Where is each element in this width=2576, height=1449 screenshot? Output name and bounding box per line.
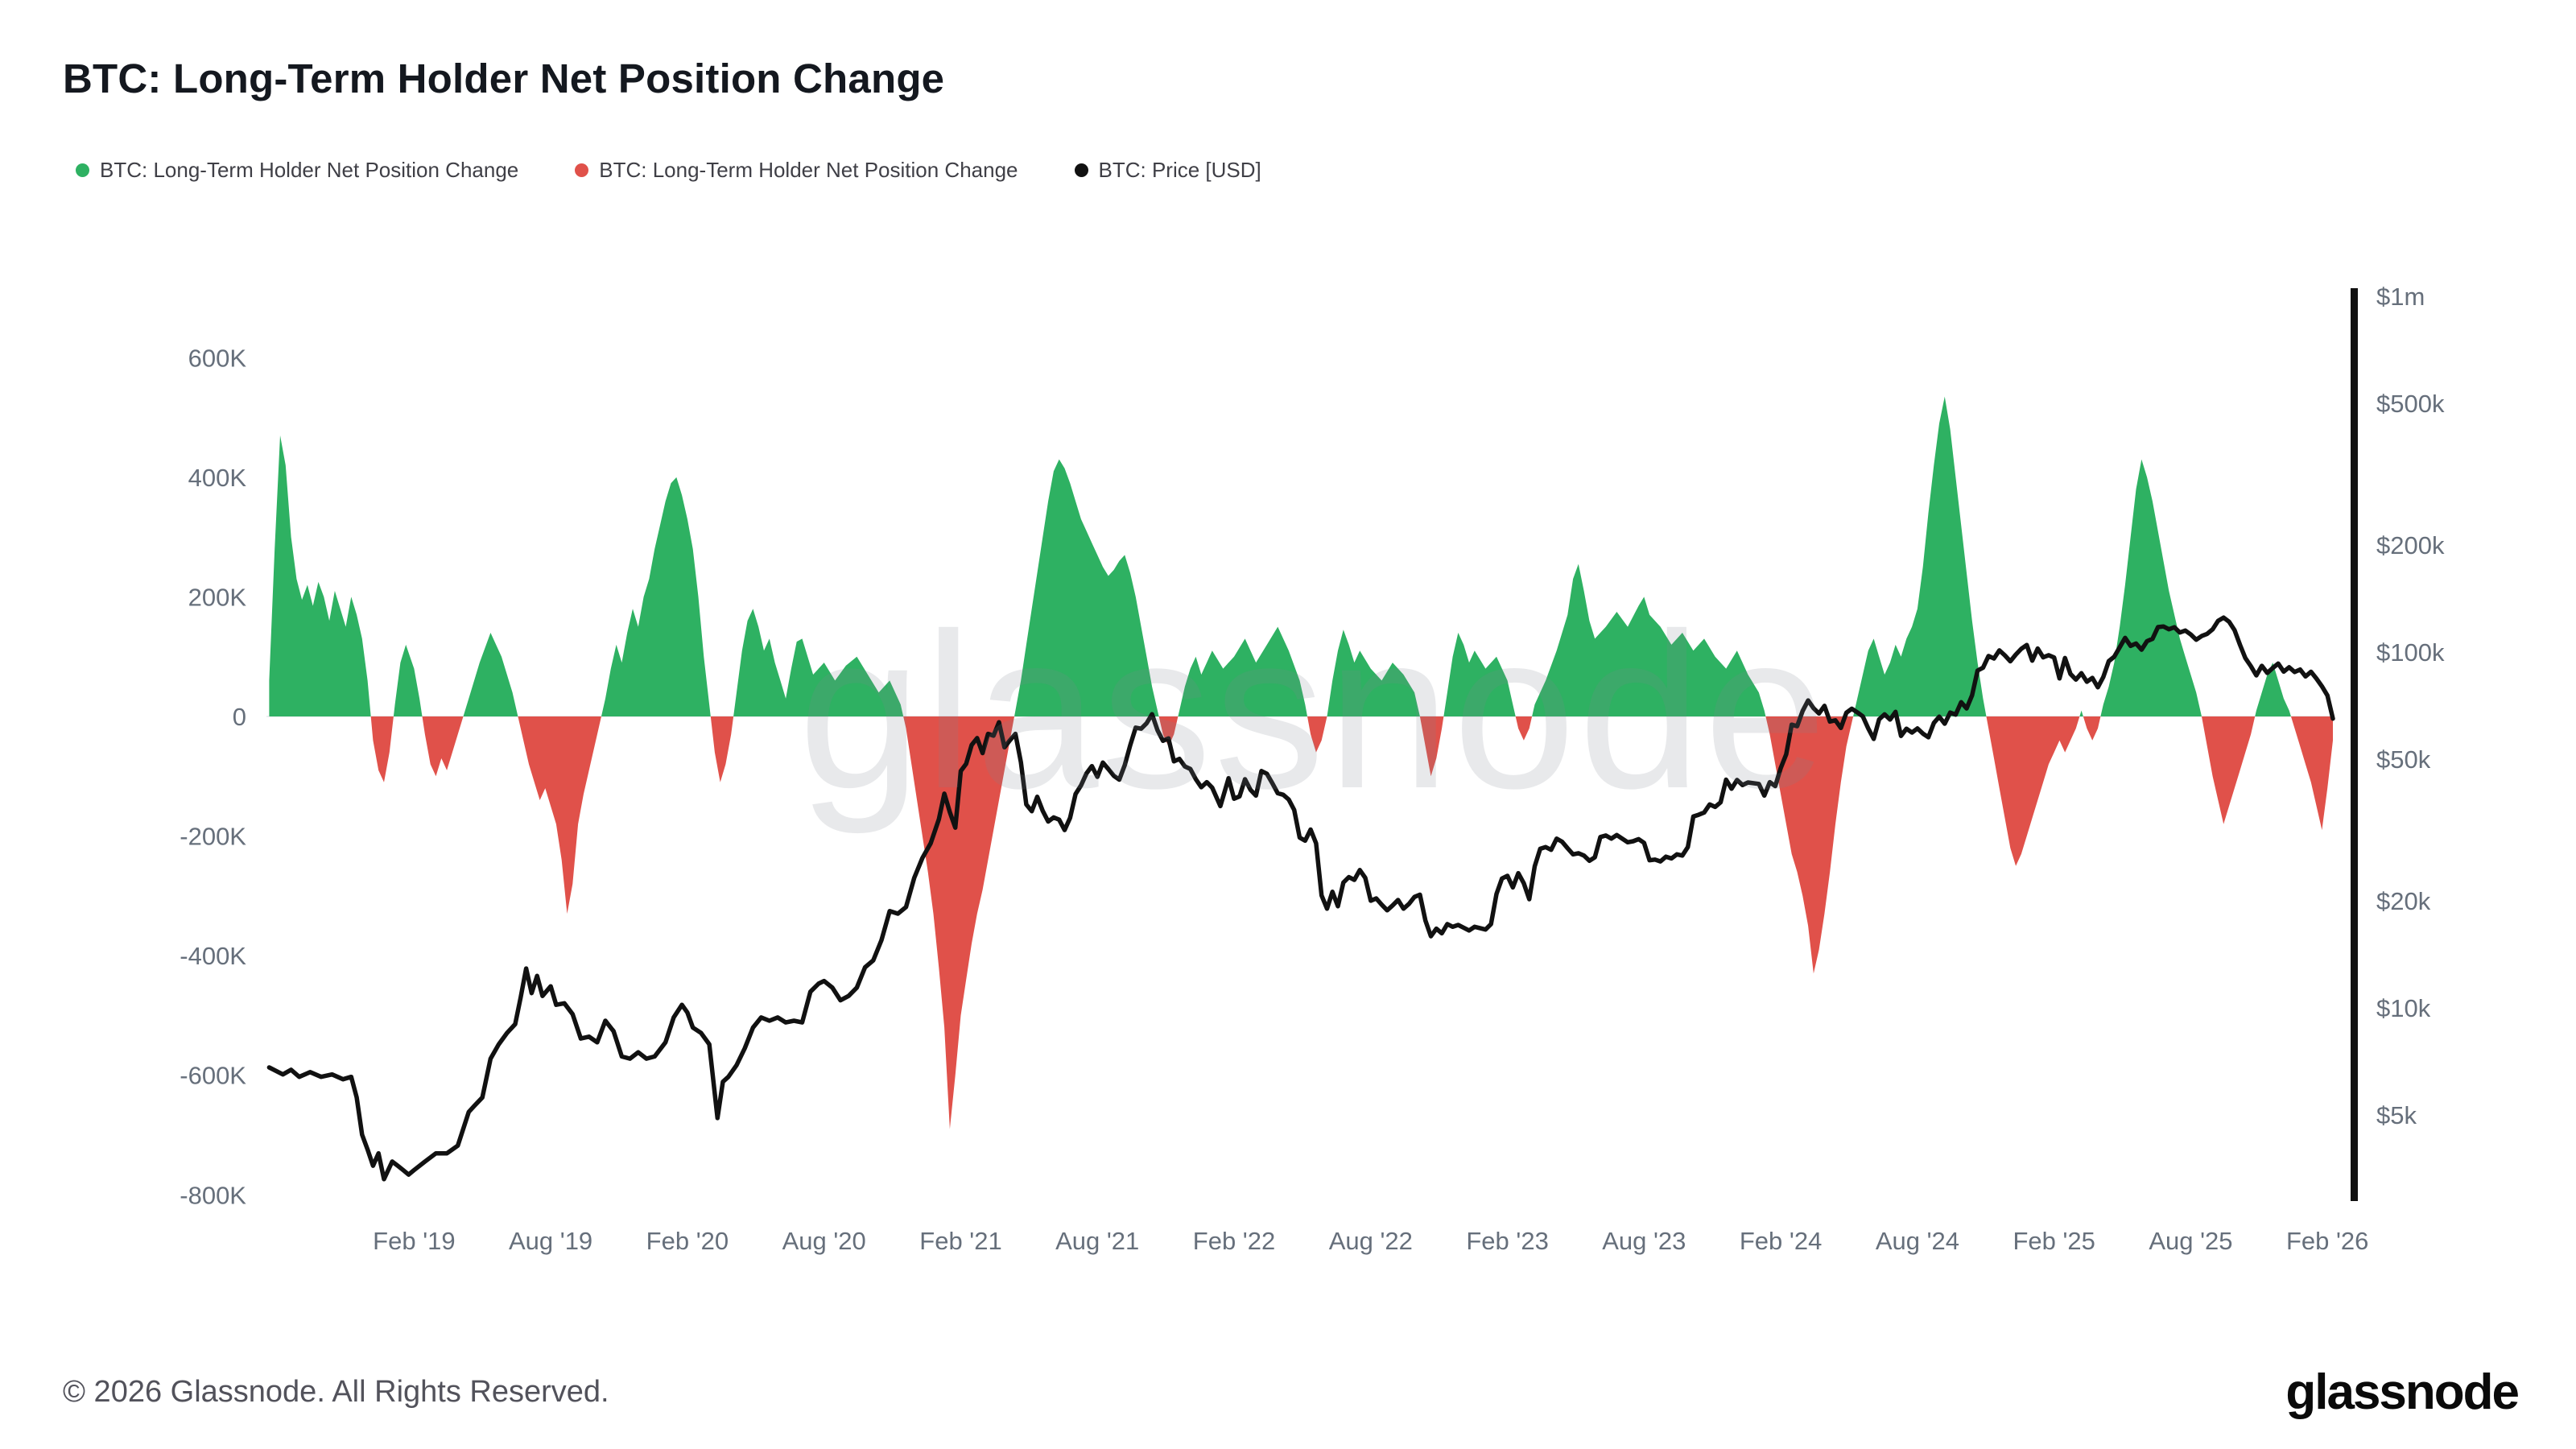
x-axis-tick-label: Feb '26 xyxy=(2286,1227,2368,1255)
lth-npc-area-negative xyxy=(269,716,2333,1129)
left-axis-tick-label: 600K xyxy=(188,344,247,372)
left-axis-tick-label: 400K xyxy=(188,464,247,492)
legend-dot-black xyxy=(1074,163,1088,177)
chart-title: BTC: Long-Term Holder Net Position Chang… xyxy=(63,56,945,101)
right-axis-tick-label: $500k xyxy=(2376,390,2445,418)
x-axis-tick-label: Aug '25 xyxy=(2149,1227,2232,1255)
right-axis-tick-label: $1m xyxy=(2376,283,2425,311)
legend-label-lth-npc-negative: BTC: Long-Term Holder Net Position Chang… xyxy=(599,158,1018,182)
legend-label-lth-npc-positive: BTC: Long-Term Holder Net Position Chang… xyxy=(100,158,519,182)
right-axis-bar xyxy=(2351,288,2358,1201)
left-axis-tick-label: -200K xyxy=(180,823,246,851)
x-axis-tick-label: Feb '20 xyxy=(646,1227,729,1255)
left-axis-tick-label: 0 xyxy=(233,703,246,731)
right-axis-tick-label: $50k xyxy=(2376,745,2431,774)
legend-item-lth-npc-negative[interactable]: BTC: Long-Term Holder Net Position Chang… xyxy=(575,158,1018,183)
lth-npc-area-positive xyxy=(269,396,2333,716)
glassnode-logo[interactable]: glassnode xyxy=(2285,1364,2520,1420)
legend: BTC: Long-Term Holder Net Position Chang… xyxy=(76,158,1261,183)
x-axis-tick-label: Aug '21 xyxy=(1055,1227,1139,1255)
x-axis-tick-label: Aug '24 xyxy=(1876,1227,1959,1255)
right-axis-tick-label: $100k xyxy=(2376,638,2445,667)
x-axis-tick-label: Feb '24 xyxy=(1740,1227,1822,1255)
x-axis-tick-label: Feb '25 xyxy=(2013,1227,2095,1255)
btc-price-line xyxy=(266,615,2335,1182)
copyright-text: © 2026 Glassnode. All Rights Reserved. xyxy=(63,1375,609,1409)
left-axis-tick-label: 200K xyxy=(188,583,247,611)
legend-dot-green xyxy=(76,163,89,177)
x-axis-tick-label: Feb '23 xyxy=(1466,1227,1548,1255)
legend-item-lth-npc-positive[interactable]: BTC: Long-Term Holder Net Position Chang… xyxy=(76,158,518,183)
x-axis-tick-label: Aug '19 xyxy=(509,1227,592,1255)
x-axis-tick-label: Feb '19 xyxy=(373,1227,455,1255)
right-axis-tick-label: $20k xyxy=(2376,887,2431,915)
right-axis-tick-label: $5k xyxy=(2376,1101,2417,1129)
right-axis-tick-label: $10k xyxy=(2376,994,2431,1022)
x-axis-tick-label: Feb '21 xyxy=(919,1227,1001,1255)
x-axis-tick-label: Aug '20 xyxy=(782,1227,866,1255)
x-axis-tick-label: Aug '22 xyxy=(1329,1227,1413,1255)
legend-item-btc-price[interactable]: BTC: Price [USD] xyxy=(1074,158,1261,183)
left-axis-tick-label: -800K xyxy=(180,1181,246,1209)
x-axis-tick-label: Feb '22 xyxy=(1193,1227,1275,1255)
left-axis-tick-label: -400K xyxy=(180,942,246,970)
legend-dot-red xyxy=(575,163,589,177)
x-axis-tick-label: Aug '23 xyxy=(1602,1227,1686,1255)
legend-label-btc-price: BTC: Price [USD] xyxy=(1098,158,1261,182)
right-axis-tick-label: $200k xyxy=(2376,531,2445,559)
left-axis-tick-label: -600K xyxy=(180,1062,246,1090)
